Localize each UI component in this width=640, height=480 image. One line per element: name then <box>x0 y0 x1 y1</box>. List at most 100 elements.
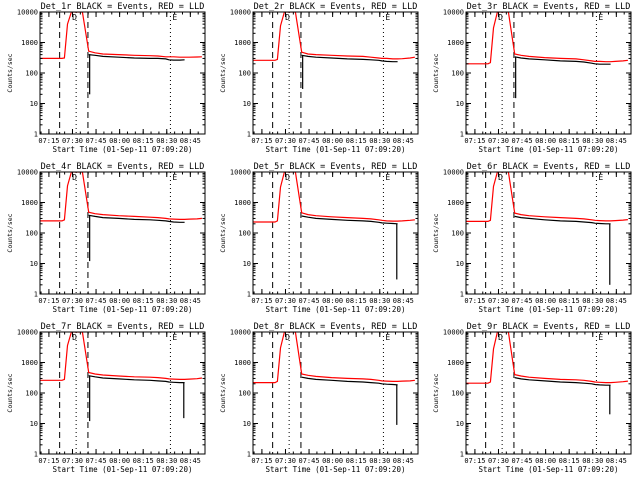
x-tick-label: 07:30 <box>488 137 509 145</box>
y-tick-label: 100 <box>238 390 251 398</box>
x-tick-label: 08:30 <box>156 137 177 145</box>
y-tick-label: 10000 <box>17 329 38 337</box>
marker-e: E <box>172 333 177 342</box>
x-tick-label: 07:30 <box>62 457 83 465</box>
y-tick-label: 100 <box>25 70 38 78</box>
x-tick-label: 08:30 <box>369 137 390 145</box>
marker-e: E <box>598 13 603 22</box>
x-tick-label: 08:30 <box>156 457 177 465</box>
x-tick-label: 07:15 <box>464 457 485 465</box>
panel-title: Det_7r BLACK = Events, RED = LLD <box>41 322 205 332</box>
marker-d: D <box>498 173 503 182</box>
y-tick-label: 100 <box>25 390 38 398</box>
plot-frame <box>252 11 419 135</box>
x-tick-label: 07:30 <box>62 297 83 305</box>
y-axis-label: Counts/sec <box>6 213 14 252</box>
y-tick-label: 1 <box>247 451 251 459</box>
x-tick-label: 08:45 <box>180 137 201 145</box>
x-tick-label: 08:45 <box>180 457 201 465</box>
x-tick-label: 08:00 <box>109 137 130 145</box>
plot-frame <box>252 171 419 295</box>
marker-d: D <box>285 13 290 22</box>
y-axis-label: Counts/sec <box>6 373 14 412</box>
y-tick-label: 10 <box>30 420 38 428</box>
x-axis-label: Start Time (01-Sep-11 07:09:20) <box>266 305 406 314</box>
x-tick-label: 08:00 <box>322 297 343 305</box>
marker-e: E <box>172 13 177 22</box>
x-tick-label: 07:15 <box>38 457 59 465</box>
y-axis-label: Counts/sec <box>219 373 227 412</box>
black-events-series-line <box>301 376 398 386</box>
plot-frame <box>39 331 206 455</box>
x-tick-label: 07:45 <box>86 457 107 465</box>
x-tick-label: 08:30 <box>582 457 603 465</box>
x-tick-label: 08:15 <box>346 137 367 145</box>
y-tick-label: 1000 <box>21 359 38 367</box>
red-lld-series-line <box>466 172 628 222</box>
x-tick-label: 07:15 <box>251 457 272 465</box>
marker-d: D <box>72 333 77 342</box>
y-tick-label: 1 <box>247 131 251 139</box>
red-lld-series-line <box>40 172 202 222</box>
x-tick-label: 07:45 <box>512 297 533 305</box>
y-tick-label: 1000 <box>447 199 464 207</box>
y-tick-label: 100 <box>451 230 464 238</box>
x-tick-label: 07:30 <box>275 137 296 145</box>
y-axis-label: Counts/sec <box>219 213 227 252</box>
x-tick-label: 07:45 <box>86 137 107 145</box>
y-tick-label: 1000 <box>234 359 251 367</box>
x-tick-label: 07:45 <box>86 297 107 305</box>
x-tick-label: 08:30 <box>369 457 390 465</box>
y-tick-label: 1 <box>34 131 38 139</box>
x-tick-label: 07:45 <box>299 137 320 145</box>
marker-e: E <box>385 333 390 342</box>
x-tick-label: 07:45 <box>299 457 320 465</box>
black-events-series-line <box>88 54 185 61</box>
plot-frame <box>465 11 632 135</box>
x-tick-label: 08:15 <box>559 457 580 465</box>
x-axis-label: Start Time (01-Sep-11 07:09:20) <box>266 465 406 474</box>
y-tick-label: 1000 <box>447 359 464 367</box>
panel-title: Det_5r BLACK = Events, RED = LLD <box>254 162 418 172</box>
red-lld-series-line <box>40 332 202 381</box>
x-axis-label: Start Time (01-Sep-11 07:09:20) <box>53 305 193 314</box>
x-tick-label: 07:45 <box>512 457 533 465</box>
y-axis-label: Counts/sec <box>432 213 440 252</box>
y-tick-label: 10000 <box>230 329 251 337</box>
panel-title: Det_3r BLACK = Events, RED = LLD <box>467 2 631 12</box>
y-tick-label: 10000 <box>443 9 464 17</box>
marker-d: D <box>72 13 77 22</box>
x-tick-label: 08:30 <box>582 297 603 305</box>
x-tick-label: 07:45 <box>512 137 533 145</box>
x-tick-label: 08:45 <box>606 137 627 145</box>
y-tick-label: 10 <box>243 420 251 428</box>
y-tick-label: 10 <box>243 260 251 268</box>
plot-frame <box>39 171 206 295</box>
x-tick-label: 08:00 <box>322 137 343 145</box>
x-tick-label: 08:00 <box>109 457 130 465</box>
red-lld-series-line <box>253 332 415 384</box>
y-tick-label: 1000 <box>21 39 38 47</box>
y-axis-label: Counts/sec <box>432 373 440 412</box>
marker-d: D <box>285 333 290 342</box>
red-lld-series-line <box>253 172 415 223</box>
y-axis-label: Counts/sec <box>432 53 440 92</box>
y-tick-label: 10 <box>456 420 464 428</box>
y-tick-label: 10000 <box>230 169 251 177</box>
x-tick-label: 08:45 <box>393 297 414 305</box>
x-tick-label: 08:15 <box>559 297 580 305</box>
plot-frame <box>39 11 206 135</box>
x-tick-label: 08:30 <box>156 297 177 305</box>
black-events-series-line <box>88 375 185 384</box>
x-tick-label: 07:15 <box>464 137 485 145</box>
x-tick-label: 07:15 <box>464 297 485 305</box>
y-tick-label: 1000 <box>234 199 251 207</box>
panel-title: Det_8r BLACK = Events, RED = LLD <box>254 322 418 332</box>
x-tick-label: 08:00 <box>109 297 130 305</box>
red-lld-series-line <box>253 12 415 61</box>
x-tick-label: 07:30 <box>275 457 296 465</box>
